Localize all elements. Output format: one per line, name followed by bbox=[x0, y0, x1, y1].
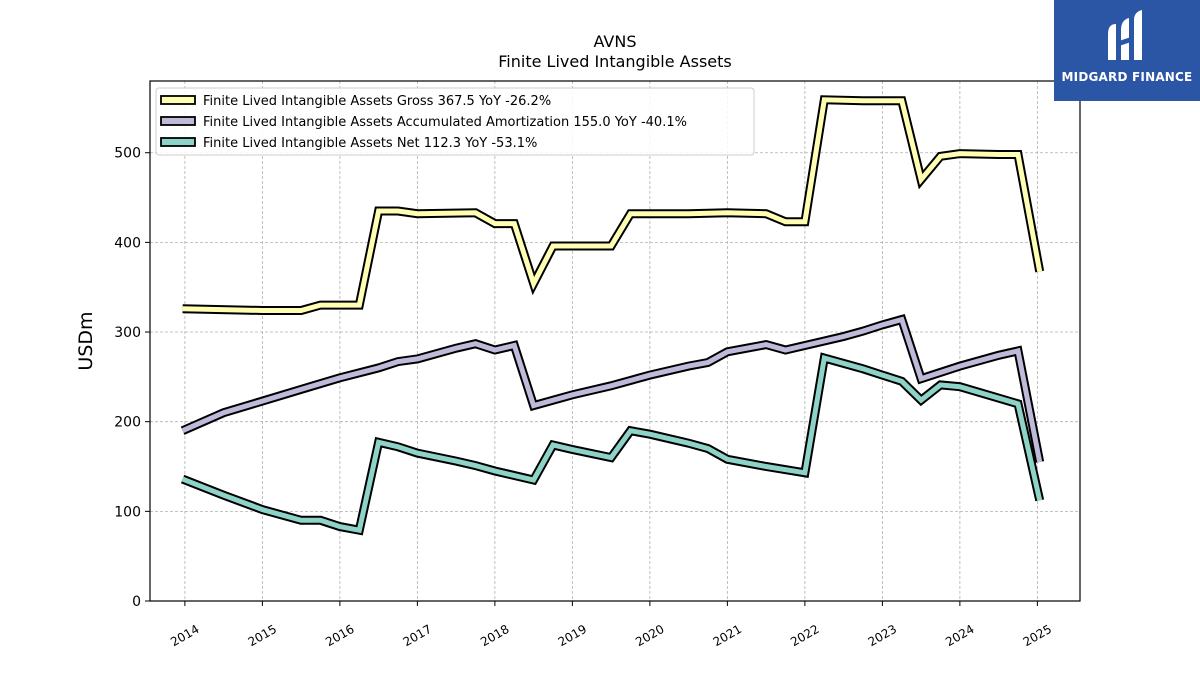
brand-name: MIDGARD FINANCE bbox=[1061, 70, 1193, 84]
x-tick-label: 2019 bbox=[556, 622, 589, 649]
brand-logo: MIDGARD FINANCE bbox=[1054, 0, 1200, 101]
y-tick-label: 0 bbox=[132, 594, 141, 610]
x-tick-label: 2021 bbox=[711, 622, 744, 649]
y-tick-label: 400 bbox=[114, 235, 141, 251]
series-line bbox=[181, 354, 1043, 534]
legend-label: Finite Lived Intangible Assets Accumulat… bbox=[203, 115, 687, 130]
x-tick-label: 2017 bbox=[401, 622, 434, 649]
series-line bbox=[182, 97, 1043, 313]
x-tick-label: 2014 bbox=[168, 622, 201, 649]
x-tick-label: 2016 bbox=[323, 622, 356, 649]
series-lines bbox=[180, 95, 1045, 536]
y-axis-label: USDm bbox=[75, 311, 97, 370]
x-tick-label: 2024 bbox=[943, 622, 976, 649]
legend-swatch bbox=[160, 95, 196, 105]
x-tick-label: 2018 bbox=[478, 622, 511, 649]
series-line bbox=[181, 316, 1043, 463]
chart-subtitle: Finite Lived Intangible Assets bbox=[498, 52, 731, 71]
x-tick-label: 2020 bbox=[633, 622, 666, 649]
x-tick-label: 2022 bbox=[788, 622, 821, 649]
y-tick-label: 200 bbox=[114, 415, 141, 431]
legend-label: Finite Lived Intangible Assets Net 112.3… bbox=[203, 136, 537, 151]
legend-swatch bbox=[160, 137, 196, 147]
legend-box bbox=[155, 87, 755, 156]
legend: Finite Lived Intangible Assets Gross 367… bbox=[155, 87, 755, 156]
y-tick-label: 300 bbox=[114, 325, 141, 341]
plot-frame bbox=[149, 80, 1081, 602]
legend-label: Finite Lived Intangible Assets Gross 367… bbox=[203, 94, 551, 109]
x-tick-label: 2023 bbox=[866, 622, 899, 649]
legend-swatch bbox=[160, 116, 196, 126]
midgard-logo-icon bbox=[1108, 10, 1142, 60]
y-tick-label: 100 bbox=[114, 504, 141, 520]
chart-title: AVNS bbox=[594, 32, 637, 51]
x-tick-label: 2015 bbox=[246, 622, 279, 649]
y-tick-label: 500 bbox=[114, 146, 141, 162]
x-tick-label: 2025 bbox=[1021, 622, 1054, 649]
